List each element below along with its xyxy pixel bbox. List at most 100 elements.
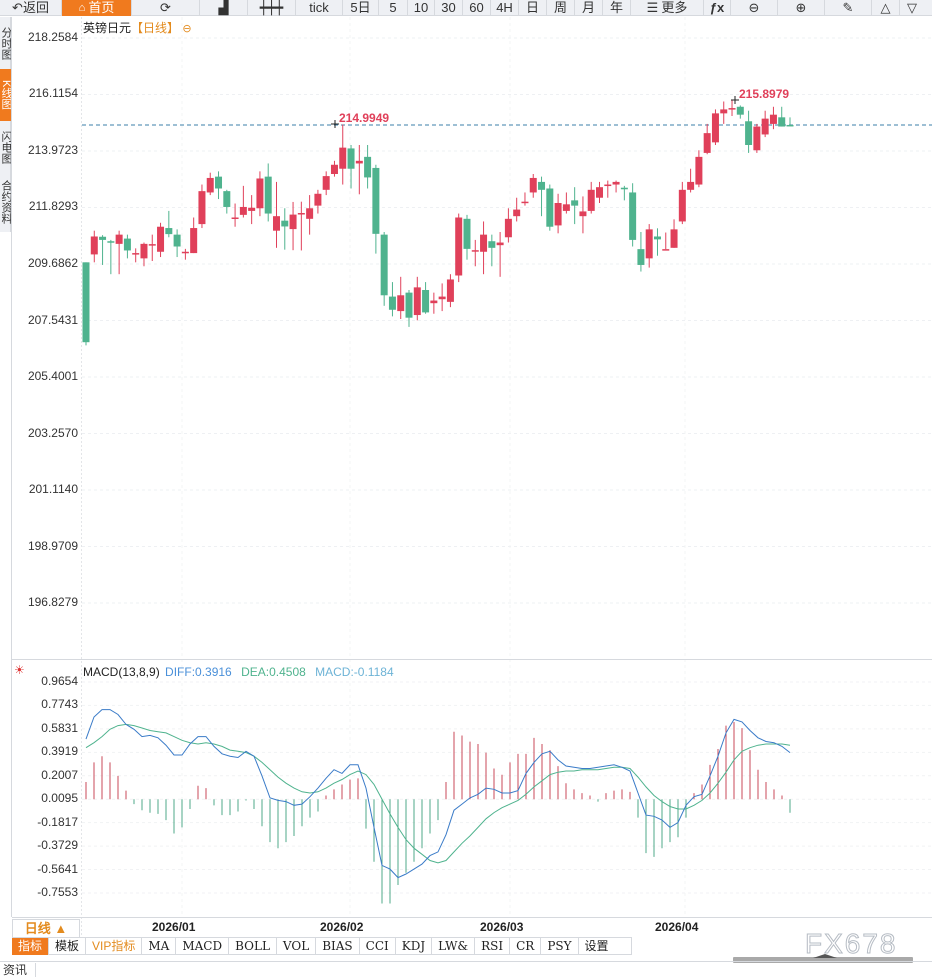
- high-price-mark-1: 214.9949: [339, 111, 390, 125]
- macd-tick-label: 0.2007: [41, 767, 78, 782]
- macd-tick-label: 0.3919: [41, 744, 78, 759]
- scroll-down-button[interactable]: ▽: [900, 0, 924, 16]
- pencil-icon: ✎: [842, 0, 854, 15]
- x-label-mar: 2026/03: [480, 920, 524, 934]
- home-button[interactable]: ⌂ 首页: [62, 0, 132, 16]
- macd-hist-value: MACD:-0.1184: [315, 665, 394, 679]
- tab-vol[interactable]: VOL: [277, 938, 317, 955]
- macd-settings-icon[interactable]: ☀: [14, 663, 25, 677]
- period-10m[interactable]: 10: [408, 0, 435, 16]
- price-tick-label: 209.6862: [27, 256, 78, 270]
- period-selector[interactable]: 日线 ▲: [12, 919, 80, 937]
- scroll-up-button[interactable]: △: [872, 0, 900, 16]
- chart-title: 英镑日元【日线】 ⊖: [83, 19, 192, 36]
- symbol-name: 英镑日元: [83, 21, 132, 35]
- formula-button[interactable]: ƒx: [704, 0, 731, 16]
- home-icon: ⌂: [78, 1, 86, 14]
- period-label: 【日线】: [131, 21, 180, 35]
- tab-rsi[interactable]: RSI: [475, 938, 511, 955]
- period-5d[interactable]: 5日: [343, 0, 379, 16]
- left-border: [11, 17, 12, 917]
- news-tab[interactable]: 资讯: [0, 963, 36, 977]
- period-5m[interactable]: 5: [379, 0, 408, 16]
- bottom-divider: [0, 961, 932, 962]
- x-label-jan: 2026/01: [152, 920, 196, 934]
- price-tick-label: 201.1140: [28, 482, 78, 496]
- zoom-out-button[interactable]: ⊖: [731, 0, 778, 16]
- period-tick[interactable]: tick: [296, 0, 343, 16]
- macd-diff-value: DIFF:0.3916: [165, 665, 232, 679]
- side-tab-kline[interactable]: K线图: [0, 69, 11, 121]
- tab-vip-indicator[interactable]: VIP指标: [86, 938, 143, 955]
- side-tab-contract-info[interactable]: 合约资料: [0, 180, 11, 224]
- indicator-style-button[interactable]: ┿┿┿: [248, 0, 296, 16]
- period-week[interactable]: 周: [547, 0, 575, 16]
- period-30m[interactable]: 30: [435, 0, 463, 16]
- x-label-apr: 2026/04: [655, 920, 699, 934]
- price-tick-label: 211.8293: [28, 199, 78, 214]
- side-tab-timeshare[interactable]: 分时图: [0, 26, 11, 60]
- price-tick-label: 207.5431: [27, 312, 78, 327]
- period-month[interactable]: 月: [575, 0, 603, 16]
- chart-type-button[interactable]: ▟: [200, 0, 248, 16]
- refresh-button[interactable]: ⟳: [132, 0, 200, 16]
- macd-tick-label: 0.7743: [41, 697, 78, 712]
- high-price-mark-2: 215.8979: [739, 87, 790, 101]
- menu-icon: ☰: [646, 0, 659, 15]
- macd-tick-label: -0.7553: [37, 885, 78, 899]
- price-tick-label: 198.9709: [27, 538, 78, 553]
- horizontal-scrollbar[interactable]: [733, 957, 913, 963]
- price-tick-label: 216.1154: [28, 86, 78, 101]
- price-tick-label: 218.2584: [27, 30, 78, 44]
- period-4h[interactable]: 4H: [491, 0, 519, 16]
- macd-tick-label: -0.3729: [37, 838, 78, 853]
- side-tabs: 分时图 K线图 闪电图 合约资料: [0, 17, 11, 232]
- period-day[interactable]: 日: [519, 0, 547, 16]
- tab-ma[interactable]: MA: [142, 938, 177, 955]
- candlestick-icon: ┿┿┿: [259, 0, 284, 15]
- x-label-feb: 2026/02: [320, 920, 364, 934]
- tab-macd[interactable]: MACD: [176, 938, 230, 955]
- bar-chart-icon: ▟: [218, 0, 229, 15]
- refresh-icon: ⟳: [160, 0, 171, 15]
- macd-tick-label: 0.0095: [41, 791, 78, 806]
- macd-tick-label: 0.5831: [41, 720, 78, 735]
- zoom-in-icon: ⊕: [795, 0, 807, 15]
- macd-title: MACD(13,8,9): [83, 665, 160, 679]
- macd-dea-value: DEA:0.4508: [241, 665, 306, 679]
- more-button[interactable]: ☰ 更多: [631, 0, 704, 16]
- tab-cr[interactable]: CR: [510, 938, 542, 955]
- period-year[interactable]: 年: [603, 0, 631, 16]
- macd-tick-label: 0.9654: [41, 674, 78, 688]
- draw-button[interactable]: ✎: [825, 0, 872, 16]
- macd-legend: MACD(13,8,9) DIFF:0.3916 DEA:0.4508 MACD…: [83, 665, 394, 679]
- top-toolbar: ↶ 返回 ⌂ 首页 ⟳ ▟ ┿┿┿ tick 5日 5 10 30 60 4H 日 …: [0, 0, 932, 16]
- indicator-tabs: 指标 模板 VIP指标 MA MACD BOLL VOL BIAS CCI KD…: [12, 937, 632, 955]
- tab-indicator[interactable]: 指标: [12, 938, 50, 955]
- triangle-down-icon: ▽: [907, 0, 917, 15]
- price-tick-label: 196.8279: [27, 595, 78, 609]
- price-tick-label: 213.9723: [27, 143, 78, 157]
- tab-boll[interactable]: BOLL: [229, 938, 277, 955]
- macd-tick-label: -0.5641: [37, 861, 78, 876]
- tab-kdj[interactable]: KDJ: [396, 938, 433, 955]
- tab-lwr[interactable]: LW&: [432, 938, 476, 955]
- price-tick-label: 205.4001: [27, 369, 78, 383]
- period-60m[interactable]: 60: [463, 0, 491, 16]
- scrollbar-thumb[interactable]: [813, 954, 837, 958]
- collapse-icon[interactable]: ⊖: [182, 23, 192, 35]
- tab-psy[interactable]: PSY: [541, 938, 579, 955]
- tab-template[interactable]: 模板: [49, 938, 87, 955]
- tab-bias[interactable]: BIAS: [316, 938, 360, 955]
- tab-settings[interactable]: 设置: [579, 938, 632, 955]
- zoom-out-icon: ⊖: [748, 0, 760, 15]
- macd-tick-label: -0.1817: [37, 814, 78, 829]
- back-button[interactable]: ↶ 返回: [0, 0, 62, 16]
- price-tick-label: 203.2570: [27, 425, 78, 440]
- side-tab-flash[interactable]: 闪电图: [0, 130, 11, 164]
- triangle-up-icon: △: [880, 0, 891, 15]
- zoom-in-button[interactable]: ⊕: [778, 0, 825, 16]
- tab-cci[interactable]: CCI: [360, 938, 396, 955]
